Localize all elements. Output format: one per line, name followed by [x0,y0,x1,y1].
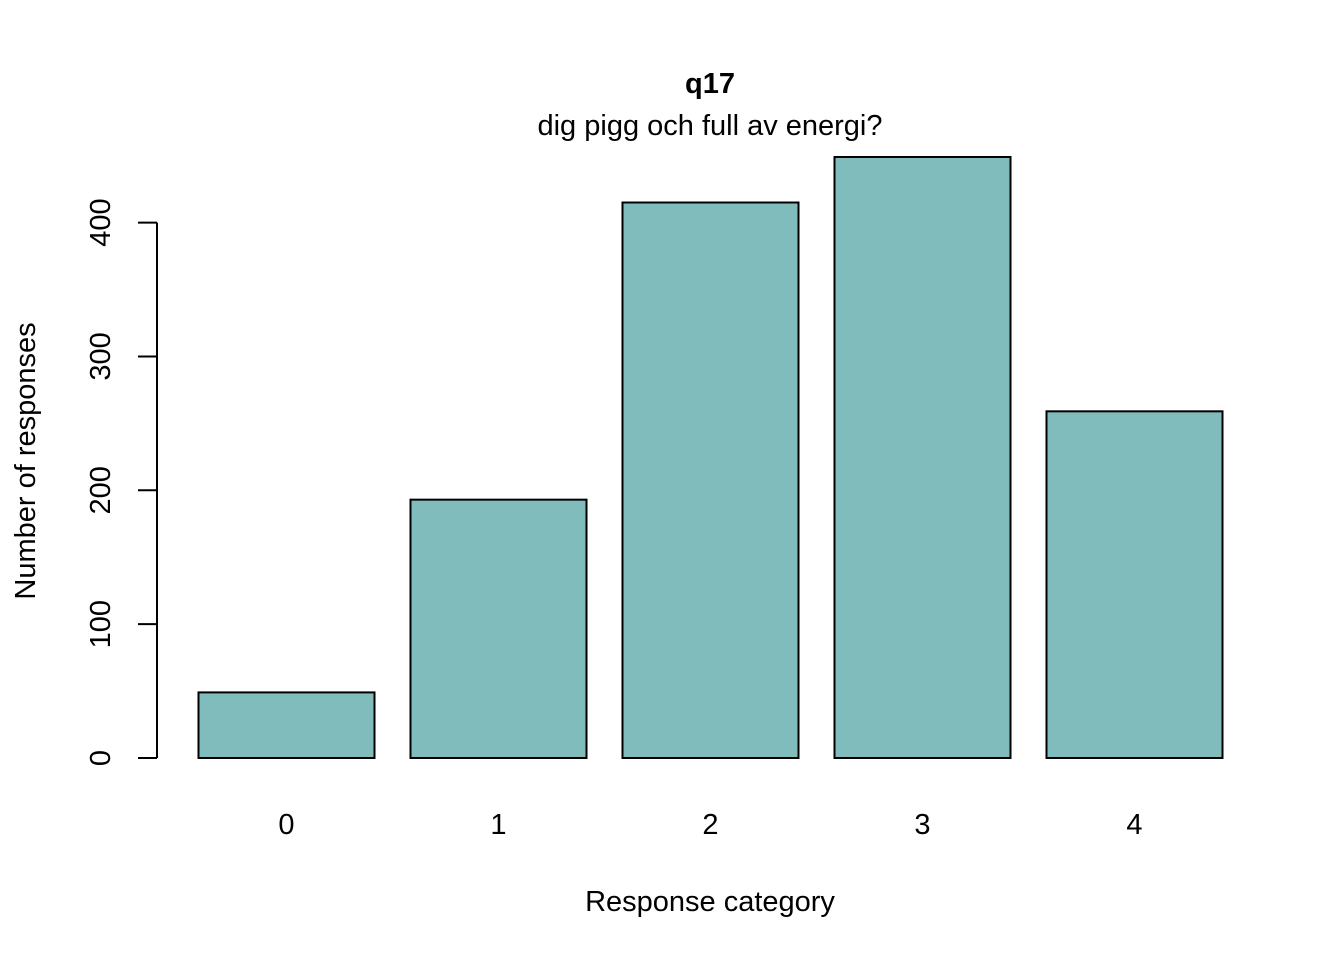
x-tick-label-2: 2 [702,809,718,841]
chart-subtitle: dig pigg och full av energi? [537,110,882,142]
bar-0 [197,691,376,760]
bar-1 [409,498,588,759]
x-tick-label-4: 4 [1126,809,1142,841]
bar-3 [833,156,1012,759]
y-tick-label-300: 300 [85,332,117,380]
x-tick-label-0: 0 [278,809,294,841]
y-tick-label-200: 200 [85,466,117,514]
chart-title: q17 [685,68,735,100]
bar-2 [621,201,800,760]
bars-group [197,156,1224,760]
y-tick-label-0: 0 [85,750,117,766]
bar-4 [1045,410,1224,759]
x-tick-labels: 0 1 2 3 4 [278,809,1142,841]
y-axis: 0 100 200 300 400 [85,198,158,766]
x-axis-label: Response category [585,886,835,918]
y-axis-label: Number of responses [10,322,42,599]
x-tick-label-1: 1 [490,809,506,841]
y-tick-label-100: 100 [85,600,117,648]
y-tick-label-400: 400 [85,198,117,246]
x-tick-label-3: 3 [914,809,930,841]
